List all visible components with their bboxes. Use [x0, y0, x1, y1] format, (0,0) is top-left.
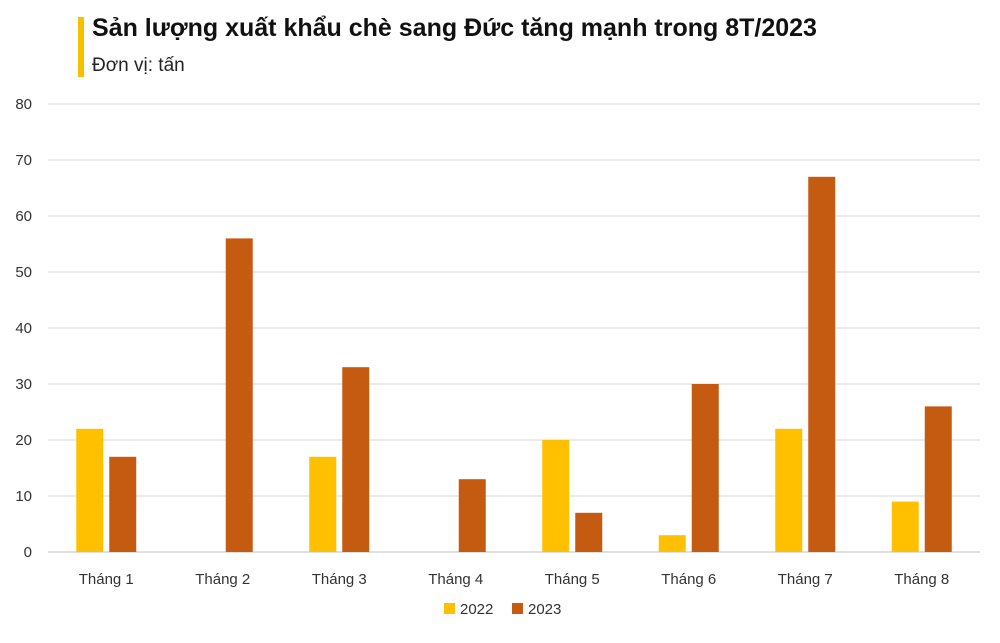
x-tick-label: Tháng 8: [894, 571, 949, 588]
bar-2022-8: [891, 501, 919, 552]
x-tick-label: Tháng 1: [79, 571, 134, 588]
bar-2023-5: [575, 512, 603, 552]
y-tick-label: 60: [15, 208, 32, 225]
y-tick-label: 0: [24, 544, 32, 561]
bar-2022-1: [76, 428, 104, 552]
bar-2023-2: [225, 238, 253, 552]
legend-label-2023: 2023: [528, 601, 561, 618]
bar-2023-6: [691, 384, 719, 552]
bar-2023-8: [924, 406, 952, 552]
y-tick-label: 30: [15, 376, 32, 393]
bar-2023-1: [109, 456, 137, 552]
x-tick-label: Tháng 5: [545, 571, 600, 588]
chart-title: Sản lượng xuất khẩu chè sang Đức tăng mạ…: [92, 14, 817, 42]
legend-label-2022: 2022: [460, 601, 493, 618]
x-tick-label: Tháng 3: [312, 571, 367, 588]
legend-swatch-2022: [444, 603, 455, 614]
y-tick-label: 50: [15, 264, 32, 281]
bar-2022-3: [309, 456, 337, 552]
x-tick-label: Tháng 7: [778, 571, 833, 588]
y-tick-label: 10: [15, 488, 32, 505]
x-tick-label: Tháng 4: [428, 571, 483, 588]
y-tick-label: 80: [15, 96, 32, 113]
bar-2023-4: [458, 479, 486, 552]
bar-2022-6: [658, 535, 686, 552]
y-tick-label: 70: [15, 152, 32, 169]
legend-swatch-2023: [512, 603, 523, 614]
bar-2022-5: [542, 440, 570, 552]
title-accent-bar: [78, 17, 84, 77]
x-tick-label: Tháng 2: [195, 571, 250, 588]
bar-2023-7: [808, 176, 836, 553]
bar-2023-3: [342, 367, 370, 552]
x-tick-label: Tháng 6: [661, 571, 716, 588]
y-tick-label: 20: [15, 432, 32, 449]
chart-subtitle: Đơn vị: tấn: [92, 55, 185, 76]
y-tick-label: 40: [15, 320, 32, 337]
bar-2022-7: [775, 428, 803, 552]
